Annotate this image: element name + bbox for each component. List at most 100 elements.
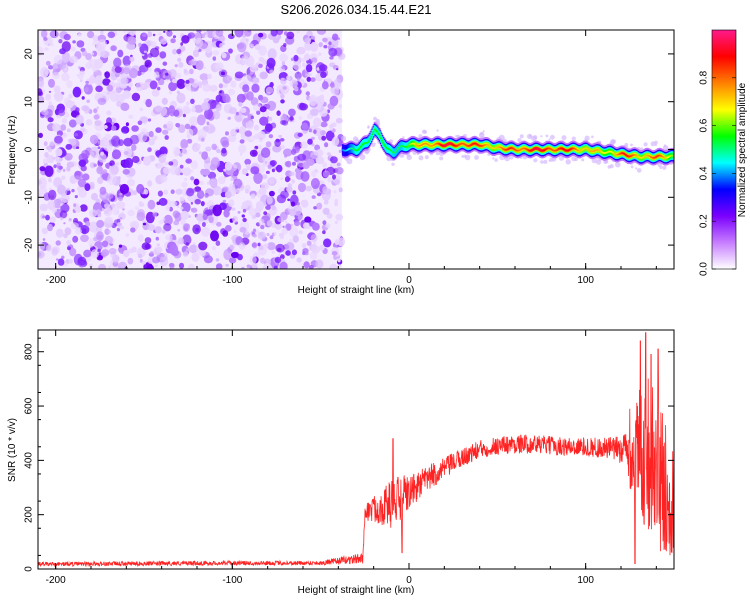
noise-speckle bbox=[241, 168, 248, 175]
ridge-segment bbox=[366, 142, 368, 144]
noise-speckle bbox=[69, 247, 77, 257]
noise-speckle bbox=[272, 144, 282, 153]
ridge-segment bbox=[531, 149, 534, 151]
noise-speckle bbox=[149, 47, 160, 58]
noise-speckle bbox=[42, 238, 46, 241]
noise-speckle bbox=[122, 163, 128, 169]
noise-speckle bbox=[88, 209, 98, 218]
noise-speckle bbox=[266, 91, 271, 96]
noise-speckle bbox=[281, 65, 286, 70]
noise-speckle bbox=[225, 263, 229, 267]
noise-speckle bbox=[292, 161, 296, 166]
noise-speckle bbox=[268, 116, 273, 122]
noise-speckle bbox=[155, 105, 162, 113]
noise-speckle bbox=[154, 226, 162, 234]
ridge-segment bbox=[400, 145, 402, 147]
noise-speckle bbox=[127, 92, 131, 97]
noise-speckle bbox=[293, 54, 299, 62]
noise-speckle bbox=[292, 235, 299, 243]
noise-speckle bbox=[144, 59, 152, 68]
noise-speckle bbox=[239, 226, 247, 233]
ridge-segment bbox=[395, 149, 398, 152]
noise-speckle bbox=[41, 109, 49, 116]
ridge-segment bbox=[588, 149, 591, 152]
noise-speckle bbox=[97, 39, 107, 49]
noise-speckle bbox=[246, 91, 254, 101]
noise-speckle bbox=[99, 186, 107, 195]
ridge-segment bbox=[441, 144, 444, 147]
noise-speckle bbox=[175, 188, 183, 195]
noise-speckle bbox=[241, 266, 245, 269]
noise-speckle bbox=[155, 127, 162, 133]
noise-speckle bbox=[71, 188, 75, 193]
noise-speckle bbox=[192, 49, 200, 58]
noise-speckle bbox=[205, 123, 215, 134]
noise-speckle bbox=[59, 210, 68, 219]
noise-speckle bbox=[72, 255, 75, 258]
ridge-segment bbox=[515, 149, 518, 152]
noise-speckle bbox=[238, 101, 243, 107]
ridge-segment bbox=[662, 155, 664, 158]
noise-speckle bbox=[315, 259, 324, 269]
noise-speckle bbox=[280, 77, 287, 85]
noise-speckle bbox=[160, 163, 165, 168]
noise-speckle bbox=[297, 182, 307, 193]
noise-speckle bbox=[95, 209, 102, 215]
noise-speckle bbox=[282, 225, 285, 228]
ridge-segment bbox=[390, 150, 393, 152]
noise-speckle bbox=[118, 196, 123, 202]
ridge-segment bbox=[553, 149, 556, 152]
noise-speckle bbox=[253, 172, 263, 185]
noise-speckle bbox=[275, 164, 283, 173]
noise-speckle bbox=[128, 68, 138, 79]
ridge-segment bbox=[530, 149, 533, 152]
ridge-segment bbox=[494, 147, 497, 149]
noise-speckle bbox=[38, 78, 45, 87]
noise-speckle bbox=[310, 178, 320, 189]
noise-speckle bbox=[190, 169, 194, 173]
noise-speckle bbox=[249, 255, 257, 264]
ridge-segment bbox=[666, 156, 668, 159]
ridge-segment bbox=[535, 147, 538, 150]
ridge-segment bbox=[341, 149, 344, 151]
ridge-segment bbox=[475, 143, 478, 145]
noise-speckle bbox=[116, 100, 122, 107]
noise-speckle bbox=[38, 186, 48, 195]
noise-speckle bbox=[176, 123, 180, 128]
ridge-segment bbox=[627, 155, 629, 157]
noise-speckle bbox=[300, 141, 308, 149]
noise-speckle bbox=[182, 223, 190, 232]
noise-speckle bbox=[80, 127, 86, 132]
noise-speckle bbox=[112, 254, 120, 264]
noise-speckle bbox=[313, 117, 322, 128]
ridge-segment bbox=[559, 147, 561, 150]
ridge-segment bbox=[383, 143, 385, 146]
noise-speckle bbox=[73, 203, 77, 208]
noise-speckle bbox=[78, 188, 87, 198]
noise-speckle bbox=[95, 75, 103, 85]
noise-speckle bbox=[310, 41, 319, 53]
noise-speckle bbox=[328, 263, 339, 269]
noise-speckle bbox=[64, 227, 72, 236]
noise-speckle bbox=[322, 162, 328, 168]
ridge-segment bbox=[575, 148, 577, 151]
ridge-segment bbox=[369, 137, 372, 140]
ridge-segment bbox=[407, 145, 410, 147]
noise-speckle bbox=[230, 128, 238, 137]
noise-speckle bbox=[239, 139, 245, 144]
ridge-segment bbox=[483, 144, 486, 146]
noise-speckle bbox=[255, 229, 260, 234]
noise-speckle bbox=[335, 213, 344, 221]
noise-speckle bbox=[259, 116, 269, 126]
ridge-segment bbox=[410, 142, 413, 145]
noise-speckle bbox=[250, 230, 256, 237]
snr-y-tick-label: 800 bbox=[24, 343, 35, 360]
noise-speckle bbox=[268, 134, 274, 139]
noise-speckle bbox=[321, 189, 331, 201]
noise-speckle bbox=[222, 199, 227, 203]
ridge-segment bbox=[355, 149, 358, 152]
noise-speckle bbox=[329, 56, 334, 60]
noise-speckle bbox=[334, 84, 342, 90]
ridge-segment bbox=[428, 144, 431, 147]
noise-speckle bbox=[81, 96, 85, 100]
